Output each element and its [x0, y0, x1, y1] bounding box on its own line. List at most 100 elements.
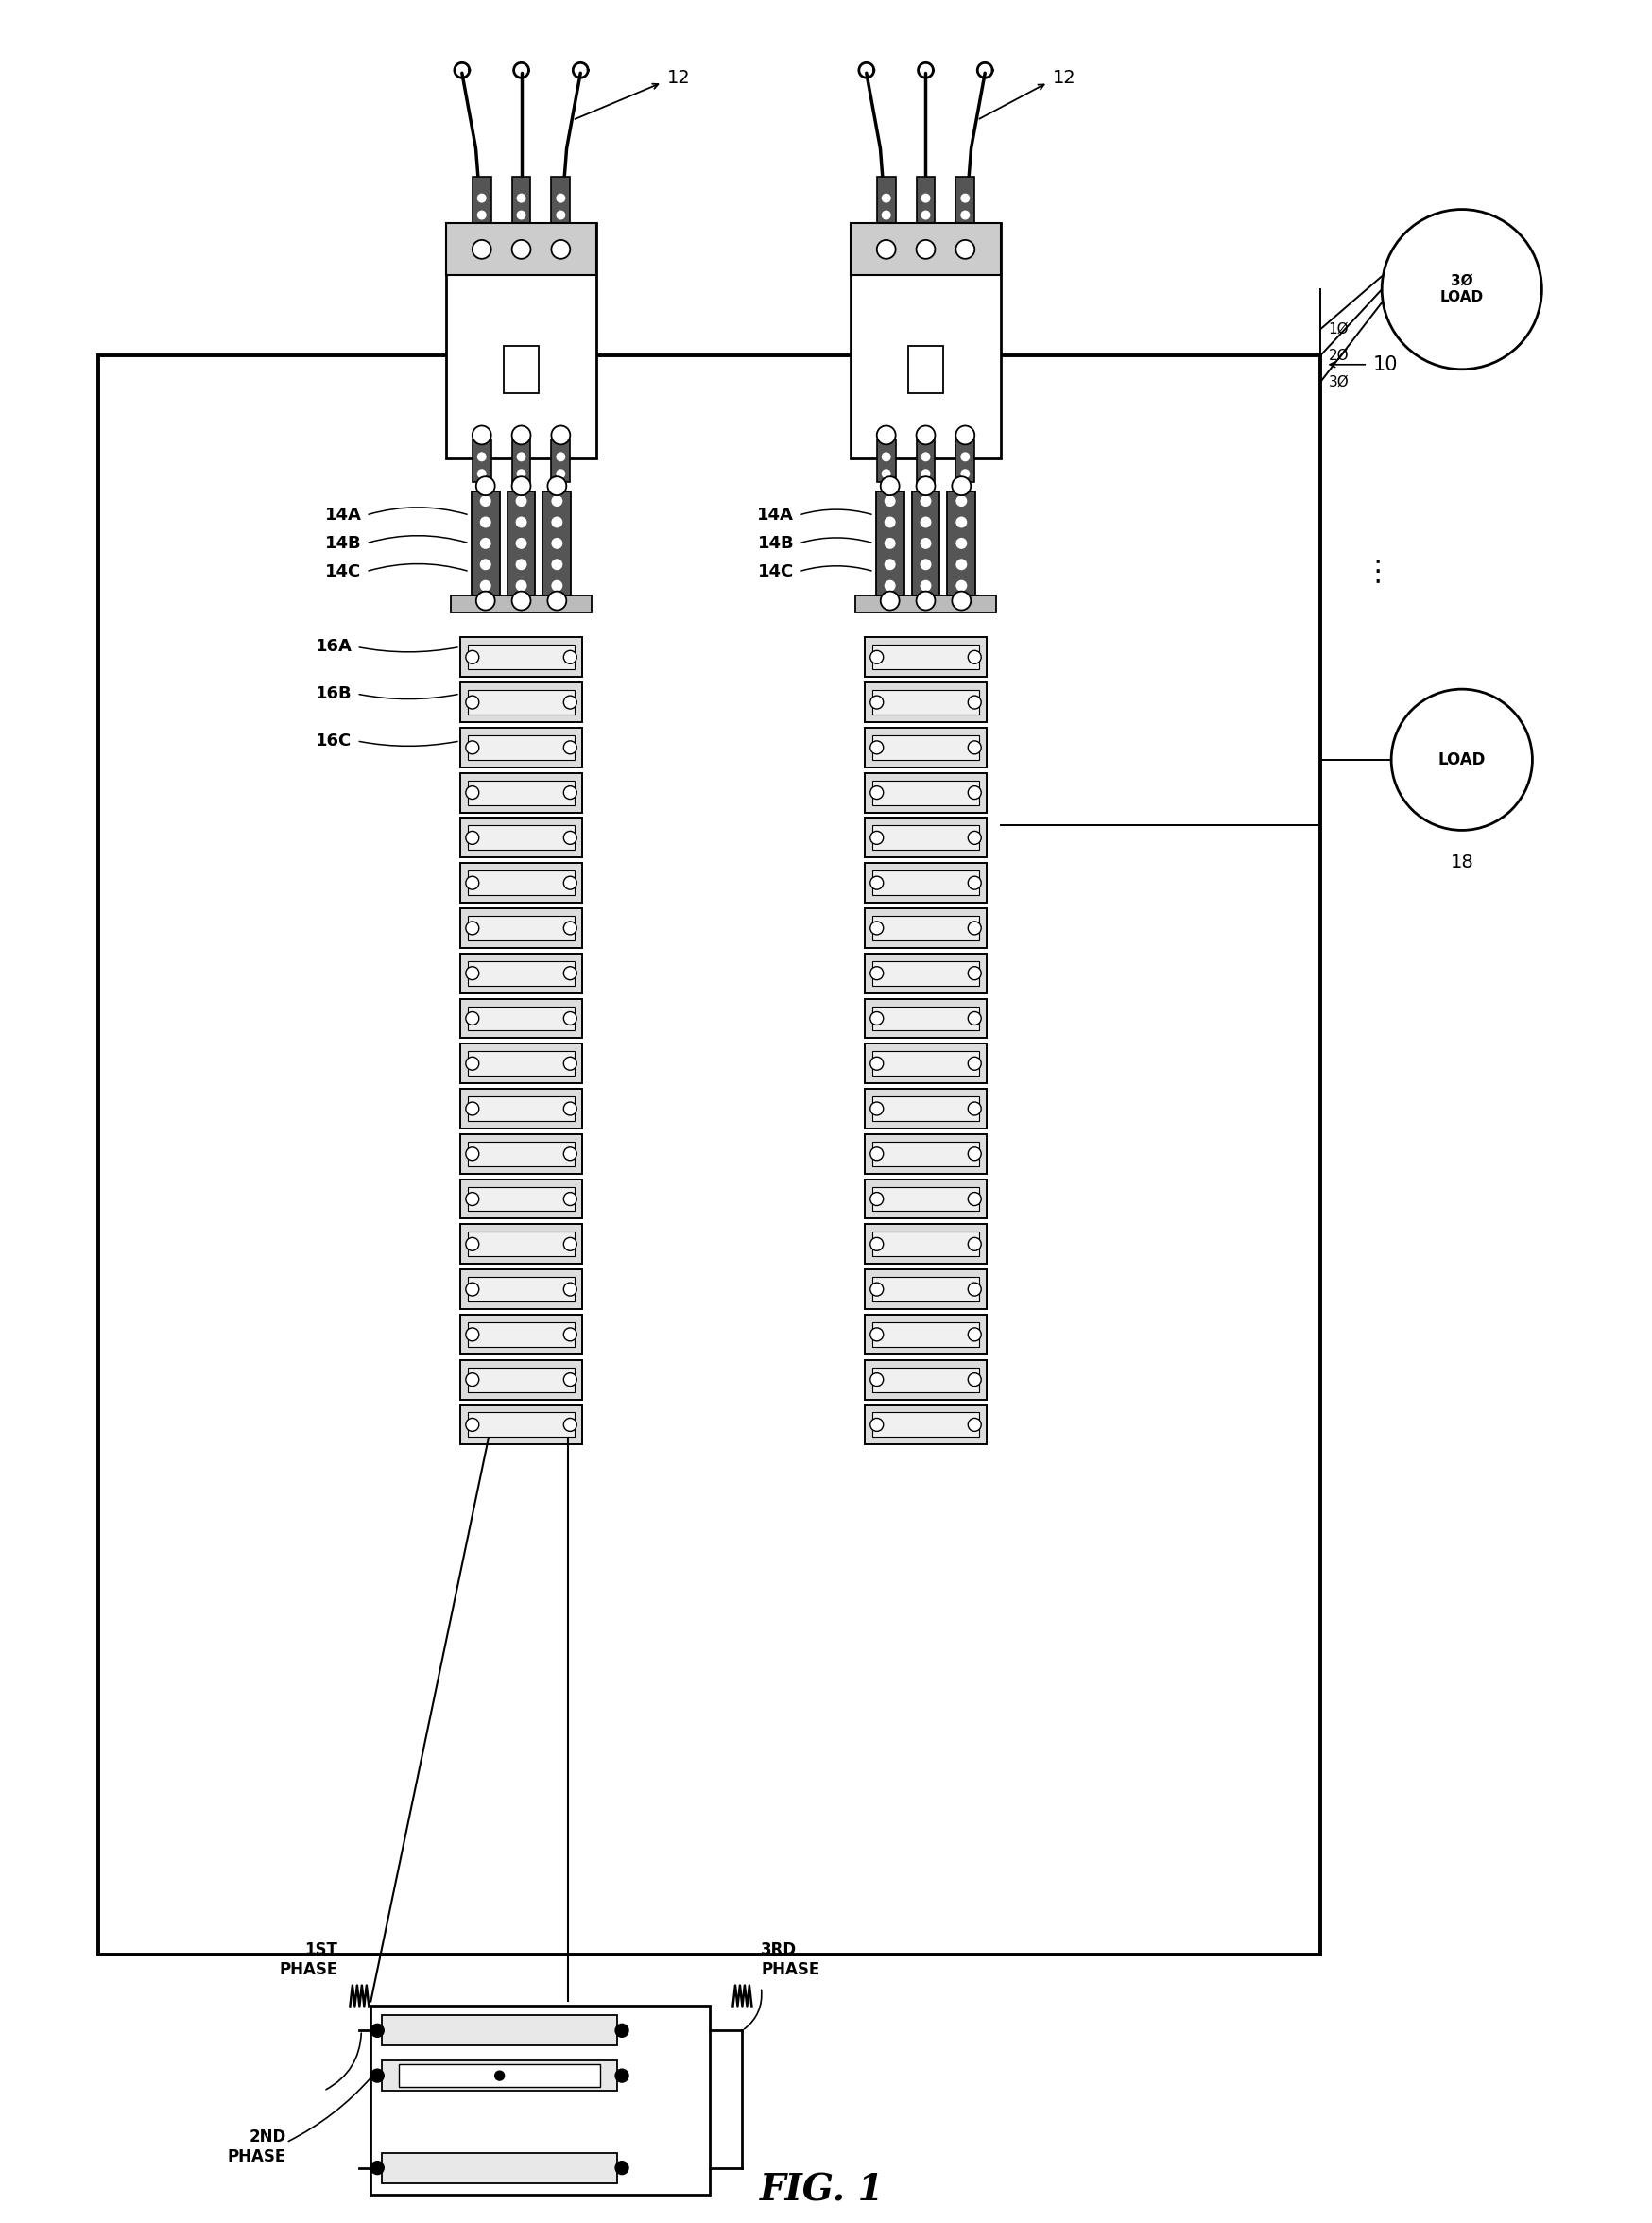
Bar [459, 1045, 582, 1083]
Text: 2Ø: 2Ø [1328, 349, 1348, 362]
Circle shape [563, 740, 577, 754]
Circle shape [466, 1192, 479, 1205]
Bar [459, 682, 582, 722]
Bar [872, 1051, 978, 1076]
Circle shape [466, 1056, 479, 1069]
Circle shape [552, 580, 562, 591]
Circle shape [960, 211, 970, 220]
Text: 14C: 14C [325, 562, 362, 580]
Bar [451, 596, 591, 611]
Text: 3Ø
LOAD: 3Ø LOAD [1439, 273, 1483, 305]
Circle shape [563, 923, 577, 934]
Bar [446, 225, 596, 276]
Circle shape [920, 193, 930, 202]
Circle shape [466, 831, 479, 845]
Circle shape [547, 476, 567, 496]
Circle shape [881, 193, 890, 202]
Bar [468, 780, 575, 805]
Circle shape [466, 1327, 479, 1340]
Bar [468, 736, 575, 760]
Circle shape [884, 580, 895, 591]
Circle shape [881, 211, 890, 220]
Circle shape [968, 1011, 981, 1025]
Circle shape [968, 923, 981, 934]
Text: 16C: 16C [316, 731, 352, 749]
Circle shape [512, 240, 530, 258]
Bar [864, 909, 986, 947]
Text: 12: 12 [1052, 69, 1075, 87]
Circle shape [968, 1374, 981, 1387]
Bar [370, 2005, 709, 2194]
Circle shape [615, 2161, 628, 2174]
Bar [552, 440, 570, 482]
Text: 14A: 14A [324, 507, 362, 525]
Text: 2ND
PHASE: 2ND PHASE [226, 2130, 286, 2165]
Bar [468, 1232, 575, 1256]
Text: 18: 18 [1449, 854, 1472, 871]
Circle shape [466, 1283, 479, 1296]
Bar [468, 1412, 575, 1436]
Circle shape [915, 427, 935, 445]
Circle shape [479, 496, 491, 507]
Circle shape [869, 651, 882, 665]
Circle shape [479, 558, 491, 569]
Circle shape [869, 1147, 882, 1160]
Circle shape [515, 538, 527, 549]
Bar [872, 1096, 978, 1120]
Bar [872, 871, 978, 896]
Text: 14C: 14C [757, 562, 793, 580]
Bar [468, 689, 575, 714]
Bar [864, 727, 986, 767]
Circle shape [1391, 689, 1531, 829]
Circle shape [869, 876, 882, 889]
Circle shape [881, 451, 890, 462]
Circle shape [563, 831, 577, 845]
Bar [468, 916, 575, 940]
Bar [552, 176, 570, 225]
Circle shape [563, 1238, 577, 1252]
Circle shape [466, 1418, 479, 1432]
Bar [459, 1360, 582, 1398]
Bar [955, 440, 975, 482]
Circle shape [479, 538, 491, 549]
Bar [864, 1360, 986, 1398]
Circle shape [517, 211, 525, 220]
Bar [468, 1276, 575, 1300]
Circle shape [968, 1147, 981, 1160]
Bar [876, 176, 895, 225]
Bar [851, 225, 1001, 458]
Circle shape [479, 516, 491, 527]
Bar [864, 1089, 986, 1129]
Bar [864, 1269, 986, 1309]
Text: 14B: 14B [757, 536, 793, 551]
Circle shape [952, 591, 970, 609]
Circle shape [552, 516, 562, 527]
Bar [468, 1096, 575, 1120]
Bar [459, 909, 582, 947]
Circle shape [563, 967, 577, 980]
Circle shape [472, 240, 491, 258]
Text: 16B: 16B [316, 685, 352, 702]
Bar [872, 689, 978, 714]
Text: 3Ø: 3Ø [1328, 373, 1348, 389]
Circle shape [869, 1283, 882, 1296]
Bar [468, 1143, 575, 1167]
Circle shape [466, 1238, 479, 1252]
Circle shape [869, 1418, 882, 1432]
Circle shape [466, 923, 479, 934]
Bar [468, 960, 575, 985]
Bar [459, 1314, 582, 1354]
Text: 3RD
PHASE: 3RD PHASE [760, 1941, 819, 1978]
Circle shape [555, 193, 565, 202]
Circle shape [915, 240, 935, 258]
Circle shape [494, 2072, 504, 2081]
Bar [512, 176, 530, 225]
Circle shape [615, 2070, 628, 2083]
Circle shape [552, 427, 570, 445]
Bar [459, 1178, 582, 1218]
Bar [472, 440, 491, 482]
Circle shape [370, 2161, 383, 2174]
Circle shape [517, 451, 525, 462]
Circle shape [563, 1283, 577, 1296]
Circle shape [920, 451, 930, 462]
